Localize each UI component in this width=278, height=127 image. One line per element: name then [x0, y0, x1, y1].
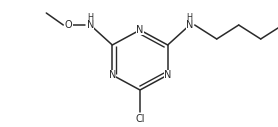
- Text: N: N: [87, 20, 94, 30]
- Text: N: N: [109, 70, 116, 80]
- Text: O: O: [64, 20, 72, 30]
- Text: H: H: [187, 12, 193, 21]
- Text: H: H: [87, 12, 93, 21]
- Text: N: N: [164, 70, 172, 80]
- Text: Cl: Cl: [135, 114, 145, 124]
- Text: N: N: [136, 25, 144, 35]
- Text: N: N: [186, 20, 193, 30]
